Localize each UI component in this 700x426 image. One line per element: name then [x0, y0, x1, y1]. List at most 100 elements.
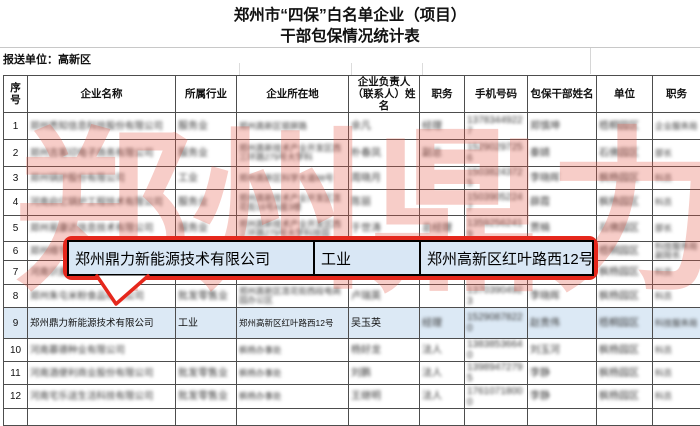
cell: 梧桐园区 [597, 308, 653, 339]
cell: 科员 [653, 285, 700, 308]
cell: 15290878220 [465, 308, 528, 339]
cell [237, 409, 349, 426]
cell: 批发零售业 [176, 285, 237, 308]
cell: 郑州高新区银屏路 [237, 113, 349, 140]
cell: 法人 [420, 362, 465, 385]
cell: 13703904923 [465, 285, 528, 308]
page-title: 郑州市“四保”白名单企业（项目） 干部包保情况统计表 [0, 5, 700, 47]
cell: 13783449227 [465, 113, 528, 140]
cell: 服务业 [176, 113, 237, 140]
col-header-cadre: 包保干部姓名 [528, 76, 597, 113]
cell: 12 [4, 385, 28, 409]
cell: 河南酒便利商业股份有限公司 [28, 362, 176, 385]
cell: 15039052247 [465, 190, 528, 216]
col-header-unit: 单位 [597, 76, 653, 113]
cell [4, 409, 28, 426]
cell: 服务业 [176, 140, 237, 167]
cell: 杨好龙 [349, 339, 420, 362]
cell: 枫杨园区 [597, 362, 653, 385]
cell: 王继明 [349, 385, 420, 409]
cell: 服务业 [176, 190, 237, 216]
cell: 郑州吉客印电子商务有限公司 [28, 140, 176, 167]
cell [420, 190, 465, 216]
cell: 郑州高新区科学大道88号 [237, 167, 349, 190]
cell: 郑州锅炉股份有限公司 [28, 167, 176, 190]
cell: 8 [4, 285, 28, 308]
cell: 经理 [420, 308, 465, 339]
cell [28, 409, 176, 426]
callout-pointer-icon [92, 272, 156, 308]
table-header-row: 序号 企业名称 所属行业 企业所在地 企业负责人（联系人）姓名 职务 手机号码 … [4, 76, 700, 113]
cell: 科员 [653, 190, 700, 216]
cell [176, 339, 237, 362]
cell: 9 [4, 308, 28, 339]
cell: 11 [4, 362, 28, 385]
cell: 科员 [653, 362, 700, 385]
cell: 科员 [653, 339, 700, 362]
cell: 郑州高新技术产业开发区西三环路279号大学科 [237, 140, 349, 167]
cell [420, 167, 465, 190]
col-header-contact-title: 职务 [420, 76, 465, 113]
cell: 企业服务局 [653, 113, 700, 140]
cell: 15038243725 [465, 167, 528, 190]
cell: 部长 [653, 216, 700, 242]
cell: 枫杨园区 [597, 190, 653, 216]
cell [653, 409, 700, 426]
cell: 17610718000 [465, 385, 528, 409]
cell: 15290297256 [465, 140, 528, 167]
page-title-line2: 干部包保情况统计表 [0, 26, 700, 47]
callout-address: 郑州高新区红叶路西12号 [421, 240, 594, 276]
cell: 部长 [653, 140, 700, 167]
cell: 4 [4, 190, 28, 216]
cell [420, 409, 465, 426]
cell: 批发零售业 [176, 385, 237, 409]
cell: 刘玉河 [528, 339, 597, 362]
cell: 枫杨园区 [597, 285, 653, 308]
cell: 郑州悉知信息科技股份有限公司 [28, 113, 176, 140]
cell [349, 409, 420, 426]
cell: 科员 [653, 385, 700, 409]
cell: 秦婧 [528, 140, 597, 167]
divider [590, 48, 591, 74]
cell [176, 409, 237, 426]
cell: 6 [4, 242, 28, 261]
divider [239, 63, 240, 75]
cell: 吴玉英 [349, 308, 420, 339]
cell: 科员 [653, 167, 700, 190]
cell: 梧桐园区 [597, 113, 653, 140]
col-header-no: 序号 [4, 76, 28, 113]
cell: 河南慕德种业有限公司 [28, 339, 176, 362]
callout-company: 郑州鼎力新能源技术有限公司 [67, 240, 315, 276]
cell: 枫杨办事处 [237, 339, 349, 362]
cell: 工业 [176, 167, 237, 190]
cell: 科员 [653, 261, 700, 285]
cell: 批发零售业 [176, 362, 237, 385]
cell [597, 409, 653, 426]
cell: 科技服务局副局长 [653, 242, 700, 261]
cell: 枫杨园区 [597, 339, 653, 362]
col-header-phone: 手机号码 [465, 76, 528, 113]
cell: 郑慎坤 [528, 113, 597, 140]
col-header-address: 企业所在地 [237, 76, 349, 113]
cell: 枫杨办事处 [237, 362, 349, 385]
cell: 枫杨园区 [597, 385, 653, 409]
col-header-cadre-title: 职务 [653, 76, 700, 113]
cell: 石佛园区 [597, 216, 653, 242]
cell: 枫杨办事处 [237, 385, 349, 409]
page-title-line1: 郑州市“四保”白名单企业（项目） [0, 5, 700, 26]
cell: 科技服务局 [653, 308, 700, 339]
col-header-contact: 企业负责人（联系人）姓名 [349, 76, 420, 113]
cell: 13989472795 [465, 362, 528, 385]
cell: 13838536640 [465, 339, 528, 362]
cell: 周晓月 [349, 167, 420, 190]
cell: 李静 [528, 362, 597, 385]
col-header-company: 企业名称 [28, 76, 176, 113]
divider [351, 63, 352, 75]
cell: 河南启亿锅炉工程技术有限公司 [28, 190, 176, 216]
